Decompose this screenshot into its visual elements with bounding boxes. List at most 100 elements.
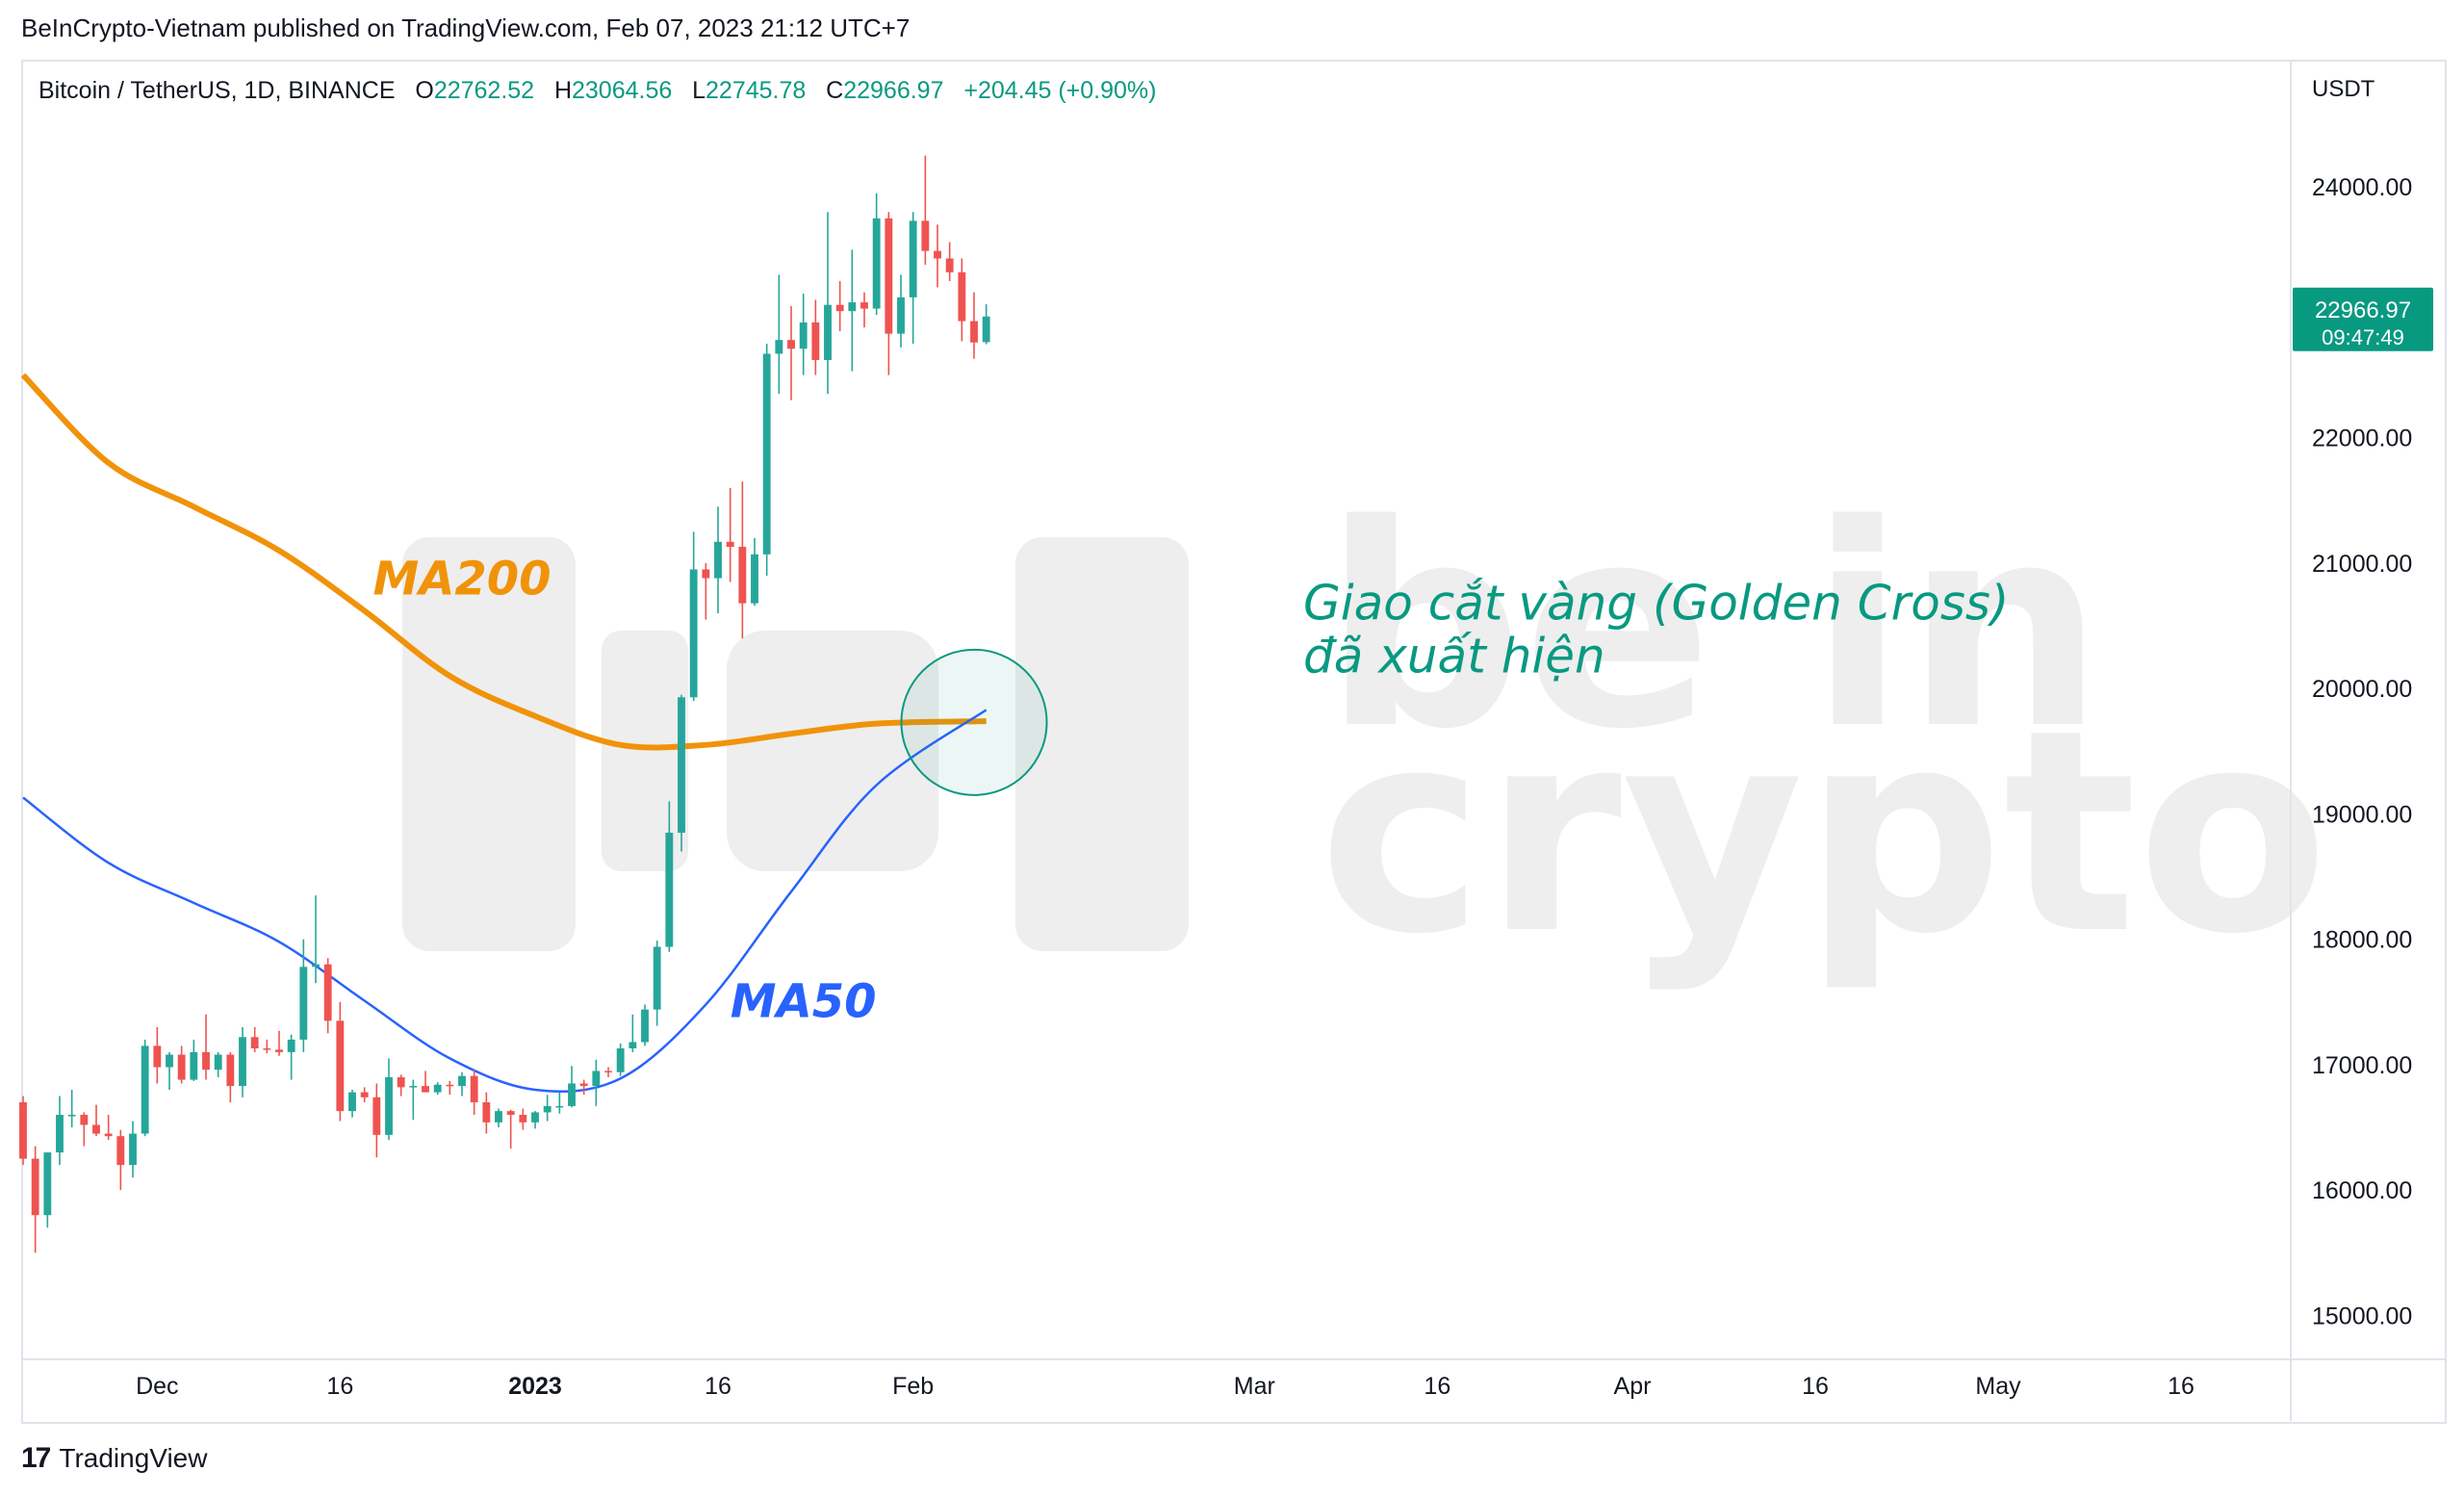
candle <box>629 1014 637 1052</box>
candle-body <box>653 946 661 1010</box>
candle-body <box>579 1083 588 1087</box>
publish-header: BeInCrypto-Vietnam published on TradingV… <box>21 13 911 42</box>
candle-body <box>323 964 332 1021</box>
candle-body <box>872 218 881 309</box>
change-value: +204.45 (+0.90%) <box>963 77 1157 104</box>
high-key: H <box>553 77 572 104</box>
candle <box>385 1058 393 1141</box>
footer-brand[interactable]: 17 TradingView <box>21 1442 207 1475</box>
time-tick-label: Dec <box>136 1373 178 1400</box>
time-tick-label: May <box>1975 1373 2021 1400</box>
tradingview-logo-icon: 17 <box>21 1442 51 1474</box>
candle <box>775 274 783 395</box>
candle-body <box>104 1133 113 1137</box>
candle <box>116 1129 125 1191</box>
time-tick-label: 16 <box>326 1373 353 1400</box>
time-tick-label: Feb <box>892 1373 934 1400</box>
candle-body <box>787 340 795 349</box>
candle <box>323 958 332 1034</box>
candle-body <box>543 1105 552 1113</box>
candle-body <box>336 1020 345 1112</box>
candle <box>129 1121 137 1178</box>
candle <box>67 1089 76 1128</box>
candle <box>482 1092 491 1134</box>
candle <box>762 344 771 576</box>
time-tick-label: Mar <box>1234 1373 1275 1400</box>
price-tick-label: 16000.00 <box>2312 1177 2412 1204</box>
candle <box>726 487 734 582</box>
candle <box>665 801 674 952</box>
candle-body <box>641 1009 649 1043</box>
close-value: 22966.97 <box>843 77 944 104</box>
candle-body <box>482 1102 491 1123</box>
candle-body <box>433 1084 442 1093</box>
watermark-bracket-left <box>402 537 576 951</box>
candle-body <box>129 1133 137 1166</box>
candle-body <box>19 1102 27 1159</box>
candle-body <box>945 258 954 272</box>
candle-body <box>604 1071 612 1072</box>
symbol-label[interactable]: Bitcoin / TetherUS, 1D, BINANCE <box>38 77 396 104</box>
candle <box>982 304 990 345</box>
candle-body <box>385 1076 393 1135</box>
candle <box>751 537 758 607</box>
price-tick-label: 20000.00 <box>2312 676 2412 703</box>
candle-body <box>92 1124 100 1134</box>
candle-body <box>446 1084 454 1087</box>
bar-countdown: 09:47:49 <box>2322 325 2404 349</box>
candle-body <box>226 1054 235 1087</box>
candle <box>458 1071 466 1097</box>
candle <box>166 1051 173 1090</box>
candle-body <box>629 1042 637 1049</box>
candle-body <box>835 304 844 312</box>
candle-body <box>885 218 893 334</box>
candle-body <box>56 1115 64 1153</box>
candle <box>312 895 320 984</box>
candle <box>422 1071 429 1093</box>
candle <box>275 1030 283 1056</box>
candle <box>604 1067 612 1077</box>
candle-body <box>422 1086 429 1093</box>
candle <box>689 531 698 702</box>
candle-body <box>824 304 832 360</box>
ma-label-ma50: MA50 <box>731 974 877 1028</box>
candle <box>592 1059 601 1106</box>
candle <box>714 506 722 614</box>
candle <box>835 280 844 332</box>
candle-body <box>982 316 990 343</box>
candle-body <box>250 1037 259 1049</box>
candle <box>702 562 710 620</box>
candle-body <box>751 554 758 604</box>
open-key: O <box>415 77 434 104</box>
candle-body <box>616 1048 625 1072</box>
watermark-bracket-right <box>1015 537 1189 951</box>
candle-body <box>397 1076 405 1088</box>
candle <box>141 1039 149 1137</box>
current-price-value: 22966.97 <box>2315 297 2411 323</box>
candle <box>446 1080 454 1096</box>
candle-body <box>287 1039 295 1052</box>
candle <box>348 1089 356 1118</box>
candle <box>250 1026 259 1052</box>
candle <box>945 242 954 281</box>
price-tick-label: 19000.00 <box>2312 801 2412 828</box>
candle-body <box>568 1083 576 1106</box>
candle <box>738 481 747 639</box>
candle-body <box>275 1049 283 1052</box>
candle <box>360 1087 369 1103</box>
open-value: 22762.52 <box>433 77 535 104</box>
candle-body <box>299 967 308 1040</box>
candle <box>799 293 808 375</box>
candle-body <box>116 1136 125 1166</box>
candle-body <box>531 1112 539 1123</box>
candle <box>336 1001 345 1122</box>
candle-body <box>921 220 930 251</box>
candle <box>897 274 905 348</box>
candle-body <box>897 297 905 334</box>
candle-body <box>43 1152 52 1216</box>
candle <box>226 1051 235 1103</box>
candle <box>568 1066 576 1108</box>
candle-body <box>714 541 722 579</box>
candle <box>31 1146 39 1253</box>
